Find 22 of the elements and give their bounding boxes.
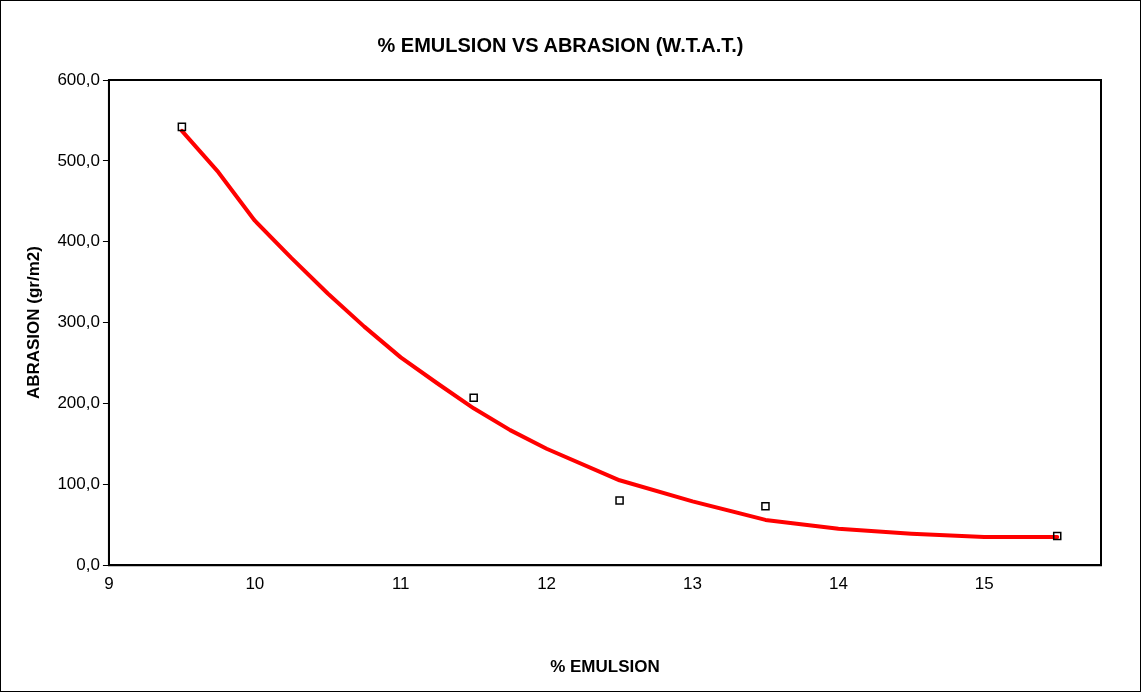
x-tick-label: 10 xyxy=(245,574,265,594)
point xyxy=(469,393,478,403)
x-tick-label: 11 xyxy=(391,574,410,594)
point xyxy=(177,122,187,132)
point xyxy=(615,496,624,505)
x-tick-label: 13 xyxy=(683,574,702,594)
y-tick-label: 0,0 xyxy=(76,554,100,574)
x-tick-label: 14 xyxy=(828,574,848,594)
y-tick-label: 500,0 xyxy=(57,150,100,170)
y-tick-label: 300,0 xyxy=(57,312,100,332)
y-tick-label: 100,0 xyxy=(57,474,100,494)
point xyxy=(1052,531,1062,541)
x-tick-label: 12 xyxy=(537,574,557,594)
y-tick-label: 200,0 xyxy=(57,393,100,413)
y-axis-title: ABRASION (gr/m2) xyxy=(23,246,43,400)
point xyxy=(761,501,770,511)
chart-title: % EMULSION VS ABRASION (W.T.A.T.) xyxy=(377,33,744,56)
y-tick-label: 400,0 xyxy=(57,231,100,251)
x-tick-label: 9 xyxy=(104,574,114,594)
x-axis-title: % EMULSION xyxy=(550,657,660,677)
y-tick-label: 600,0 xyxy=(57,69,100,89)
x-tick-label: 15 xyxy=(974,574,994,594)
